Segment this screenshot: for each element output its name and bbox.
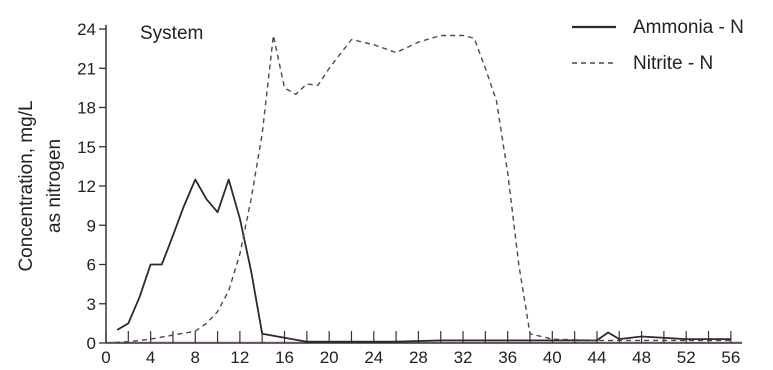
plot-series xyxy=(105,34,731,344)
y-axis-label: Concentration, mg/L as nitrogen xyxy=(16,100,65,271)
y-tick-label: 15 xyxy=(77,138,96,157)
x-tick-label: 44 xyxy=(587,348,606,367)
series-line-nitrite xyxy=(105,34,731,344)
legend: Ammonia - N Nitrite - N xyxy=(572,17,744,74)
y-tick-label: 18 xyxy=(77,99,96,118)
chart-title: System xyxy=(140,23,203,44)
x-tick-label: 40 xyxy=(543,348,562,367)
x-tick-label: 48 xyxy=(632,348,651,367)
y-tick-label: 0 xyxy=(87,334,96,353)
x-tick-label: 16 xyxy=(275,348,294,367)
y-axis-label-line: as nitrogen xyxy=(44,139,65,233)
x-tick-label: 4 xyxy=(146,348,155,367)
x-tick-label: 24 xyxy=(364,348,383,367)
x-tick-label: 0 xyxy=(101,348,110,367)
y-axis: 0 3 6 9 12 15 18 21 24 xyxy=(77,20,107,353)
y-tick-label: 12 xyxy=(77,177,96,196)
legend-label: Ammonia - N xyxy=(633,17,744,38)
y-tick-label: 24 xyxy=(77,20,96,39)
x-tick-label: 20 xyxy=(320,348,339,367)
y-tick-label: 6 xyxy=(87,256,96,275)
y-tick-label: 3 xyxy=(87,295,96,314)
y-tick-label: 9 xyxy=(87,216,96,235)
y-axis-label-line: Concentration, mg/L xyxy=(16,100,37,271)
x-tick-label: 8 xyxy=(191,348,200,367)
x-tick-label: 12 xyxy=(230,348,249,367)
legend-label: Nitrite - N xyxy=(633,53,713,74)
x-tick-label: 52 xyxy=(677,348,696,367)
x-tick-label: 28 xyxy=(409,348,428,367)
series-line-ammonia xyxy=(116,178,731,343)
x-tick-label: 56 xyxy=(721,348,740,367)
x-tick-label: 36 xyxy=(498,348,517,367)
x-tick-label: 32 xyxy=(454,348,473,367)
y-tick-label: 21 xyxy=(77,59,96,78)
